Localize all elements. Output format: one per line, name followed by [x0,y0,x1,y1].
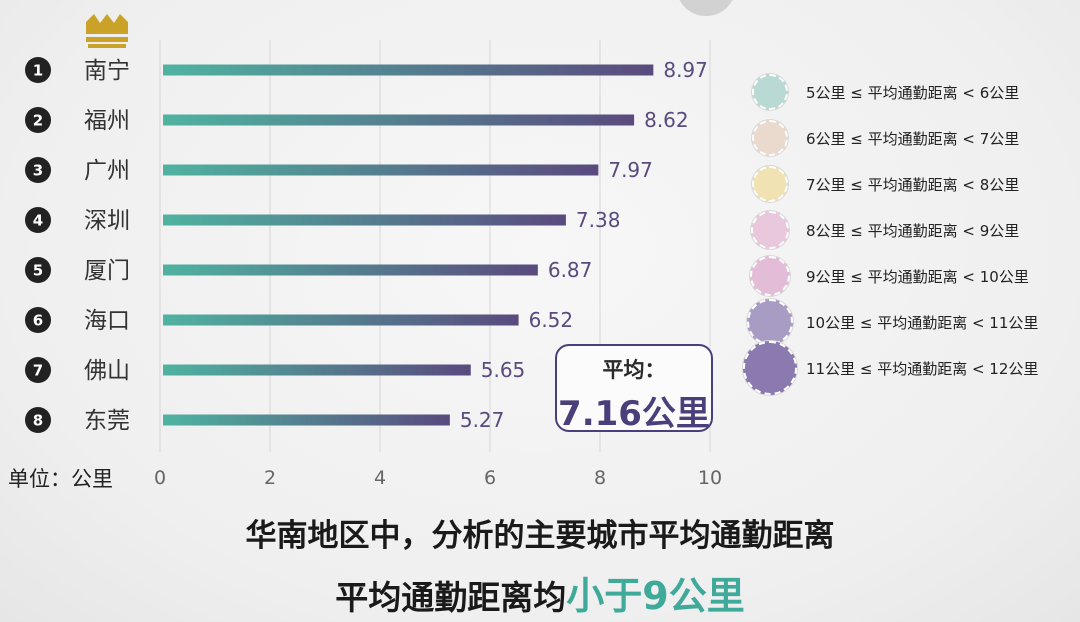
legend-swatch [750,256,790,296]
caption-line-2: 平均通勤距离均小于9公里 [0,565,1080,620]
legend-label: 6公里 ≤ 平均通勤距离 < 7公里 [806,130,1020,148]
legend-swatch [743,341,797,395]
rank-number: 6 [33,312,43,330]
bar [163,414,450,426]
city-label: 广州 [84,158,130,184]
legend-swatch [752,120,788,156]
rank-badge [25,57,51,83]
city-label: 佛山 [84,358,130,384]
bar [163,214,566,226]
x-tick-label: 8 [594,467,606,489]
x-tick-label: 2 [264,467,276,489]
bar-value-label: 8.97 [663,58,708,82]
legend-swatch [751,211,789,249]
bar-value-label: 6.52 [529,308,574,332]
bar-value-label: 5.65 [481,358,526,382]
rank-number: 7 [33,362,43,380]
bar-value-label: 8.62 [644,108,689,132]
city-label: 海口 [84,308,130,334]
bar [163,114,635,126]
rank-badge [25,407,51,433]
x-tick-label: 4 [374,467,386,489]
rank-badge [25,257,51,283]
bar-value-label: 7.38 [576,208,621,232]
legend-label: 7公里 ≤ 平均通勤距离 < 8公里 [806,176,1020,194]
bar [163,264,538,276]
rank-badge [25,357,51,383]
legend-label: 9公里 ≤ 平均通勤距离 < 10公里 [806,268,1029,286]
bar-value-label: 5.27 [460,408,505,432]
bar-value-label: 6.87 [548,258,593,282]
rank-badge [25,157,51,183]
legend-label: 8公里 ≤ 平均通勤距离 < 9公里 [806,222,1020,240]
city-label: 深圳 [84,208,130,234]
legend-swatch [752,74,788,110]
legend-label: 11公里 ≤ 平均通勤距离 < 12公里 [806,360,1039,378]
rank-number: 2 [33,112,43,130]
x-tick-label: 6 [484,467,496,489]
bar [163,164,599,176]
bar [163,64,654,76]
bar [163,314,519,326]
x-tick-label: 10 [698,467,722,489]
rank-badge [25,307,51,333]
rank-number: 8 [33,412,43,430]
caption-line-2-highlight: 小于9公里 [566,574,745,618]
average-box: 平均： 7.16公里 [555,344,713,434]
average-title: 平均： [602,358,666,382]
city-label: 南宁 [84,58,130,84]
rank-badge [25,207,51,233]
rank-number: 5 [33,262,43,280]
city-label: 厦门 [84,258,130,284]
rank-number: 4 [33,212,43,230]
legend-swatch [752,166,788,202]
rank-number: 3 [33,162,43,180]
city-label: 福州 [84,108,130,134]
rank-number: 1 [33,62,43,80]
city-label: 东莞 [84,408,130,434]
rank-badge [25,107,51,133]
unit-label: 单位：公里 [8,467,113,491]
bar-value-label: 7.97 [608,158,653,182]
legend-label: 10公里 ≤ 平均通勤距离 < 11公里 [806,314,1039,332]
crown-icon [86,14,128,48]
legend-label: 5公里 ≤ 平均通勤距离 < 6公里 [806,84,1020,102]
caption-line-1: 华南地区中，分析的主要城市平均通勤距离 [245,518,835,554]
bar [163,364,471,376]
x-tick-label: 0 [154,467,166,489]
average-value: 7.16公里 [558,394,710,434]
caption-line-2-prefix: 平均通勤距离均 [335,578,567,617]
legend-swatch [747,299,793,345]
